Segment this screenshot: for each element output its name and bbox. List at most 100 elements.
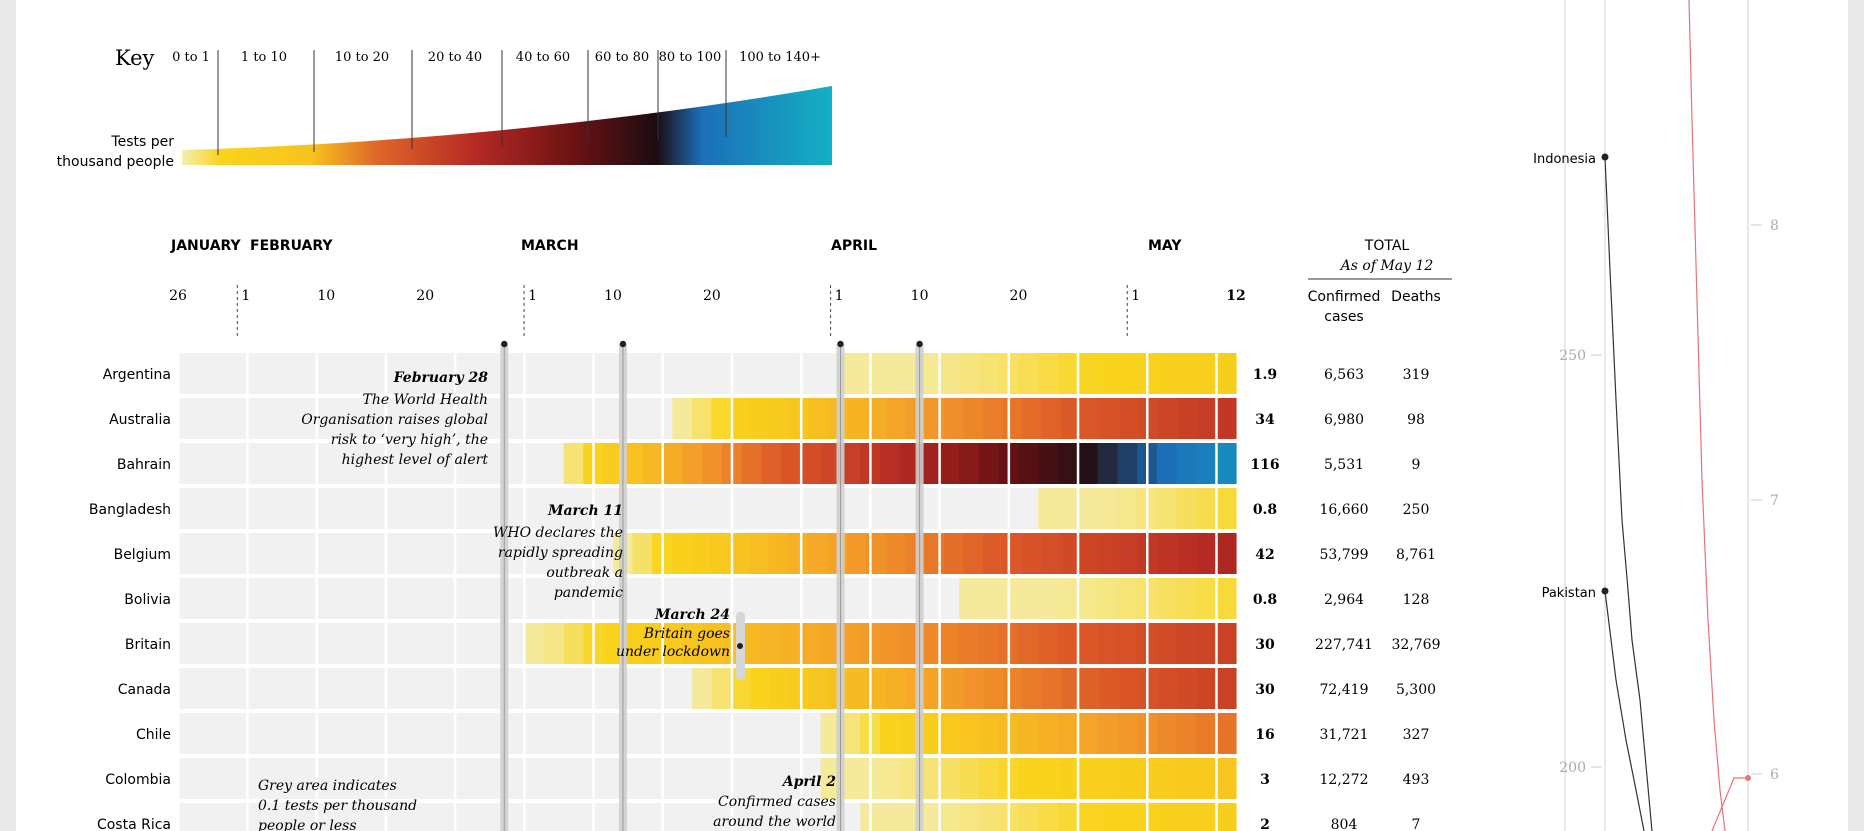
week-separator xyxy=(1076,623,1080,664)
week-separator xyxy=(453,803,457,831)
side-label-pakistan: Pakistan xyxy=(1542,586,1596,601)
week-separator xyxy=(384,488,388,529)
heat-cell xyxy=(1216,713,1237,754)
key-range-ticks: 0 to 1 1 to 10 10 to 20 20 to 40 40 to 60 60 … xyxy=(172,50,821,155)
heat-cell xyxy=(1117,488,1138,529)
heat-cell xyxy=(1058,623,1079,664)
month-label: JANUARY xyxy=(170,238,242,254)
heat-cell xyxy=(789,668,810,709)
week-separator xyxy=(938,668,941,709)
heat-cell xyxy=(899,443,921,484)
heat-cell xyxy=(1156,758,1178,799)
week-separator xyxy=(177,803,180,831)
week-separator xyxy=(523,443,526,484)
heat-cell xyxy=(563,623,585,664)
heat-cell xyxy=(1156,443,1178,484)
latest-value: 2 xyxy=(1260,817,1270,831)
week-separator xyxy=(315,488,318,529)
week-separator xyxy=(1007,398,1011,439)
heat-cell xyxy=(880,713,901,754)
heat-cell xyxy=(1077,803,1099,831)
day-tick-label: 26 xyxy=(169,288,187,304)
week-separator xyxy=(799,668,803,709)
week-separator xyxy=(315,713,318,754)
heat-cell xyxy=(1100,668,1121,709)
week-separator xyxy=(1007,488,1011,529)
week-separator xyxy=(246,668,249,709)
confirmed-cases: 227,741 xyxy=(1315,637,1373,653)
week-separator xyxy=(799,443,803,484)
week-separator xyxy=(1076,398,1080,439)
week-separator xyxy=(1215,623,1218,664)
heat-cell xyxy=(682,443,703,484)
heat-cell xyxy=(692,668,713,709)
week-separator xyxy=(177,353,180,394)
confirmed-cases: 12,272 xyxy=(1320,772,1369,788)
side-line-pakistan xyxy=(1604,590,1645,831)
event-markers xyxy=(500,340,924,831)
heat-cell xyxy=(761,623,782,664)
week-separator xyxy=(453,353,457,394)
deaths-value: 327 xyxy=(1403,727,1430,743)
heat-cell xyxy=(840,443,861,484)
heat-cell xyxy=(978,353,1000,394)
annotation-mar24: March 24 Britain goes under lockdown xyxy=(616,607,745,680)
heat-cell xyxy=(959,443,980,484)
week-separator xyxy=(246,758,249,799)
heat-cell xyxy=(978,623,1000,664)
heat-cell xyxy=(1097,713,1118,754)
week-separator xyxy=(661,533,665,574)
heat-cell xyxy=(1117,623,1138,664)
day-tick-label: 10 xyxy=(317,288,335,304)
week-separator xyxy=(1146,713,1149,754)
week-separator xyxy=(730,398,734,439)
day-tick-label: 1 xyxy=(241,288,250,304)
heat-cell xyxy=(781,443,802,484)
week-separator xyxy=(799,713,803,754)
week-separator xyxy=(661,578,665,619)
heat-cell xyxy=(1177,668,1198,709)
heat-cell xyxy=(1018,713,1039,754)
heat-cell xyxy=(1197,668,1218,709)
heat-cell xyxy=(959,623,980,664)
heat-cell xyxy=(789,398,810,439)
week-separator xyxy=(1215,713,1218,754)
heat-cell xyxy=(1021,533,1042,574)
heat-cell xyxy=(1058,353,1079,394)
country-label: Colombia xyxy=(105,772,171,788)
heat-cell xyxy=(1138,668,1159,709)
week-separator xyxy=(453,578,457,619)
heat-cell xyxy=(1099,533,1120,574)
week-separator xyxy=(523,623,526,664)
key-range-label: 100 to 140+ xyxy=(739,50,821,65)
annotation-feb28: February 28 The World Health Organisatio… xyxy=(301,370,488,468)
heat-cell xyxy=(603,623,624,664)
week-separator xyxy=(938,443,941,484)
week-separator xyxy=(869,488,872,529)
week-separator xyxy=(938,803,941,831)
country-label: Australia xyxy=(109,412,171,428)
week-separator xyxy=(246,713,249,754)
heat-cell xyxy=(1077,488,1099,529)
key-legend: Key Tests per thousand people 0 to 1 1 to… xyxy=(57,46,832,170)
table-row: Bahrain 116 5,531 9 xyxy=(117,443,1420,484)
week-separator xyxy=(869,353,872,394)
heat-cell xyxy=(820,713,842,754)
country-label: Bahrain xyxy=(117,457,171,473)
heat-cell xyxy=(1018,578,1039,619)
side-right-tick: 6 xyxy=(1770,767,1779,783)
key-range-label: 0 to 1 xyxy=(172,50,210,65)
heat-cell xyxy=(671,533,692,574)
annotation-mar11-line: pandemic xyxy=(554,585,623,601)
heat-cell xyxy=(959,803,980,831)
heat-cell xyxy=(1097,488,1118,529)
week-separator xyxy=(869,398,872,439)
heat-cell xyxy=(886,398,907,439)
heat-cell xyxy=(1196,758,1217,799)
day-tick-label: 20 xyxy=(416,288,434,304)
deaths-value: 98 xyxy=(1407,412,1425,428)
heat-cell xyxy=(1038,443,1059,484)
annotation-apr2-title: April 2 xyxy=(781,774,837,790)
deaths-value: 319 xyxy=(1403,367,1430,383)
week-separator xyxy=(869,713,872,754)
